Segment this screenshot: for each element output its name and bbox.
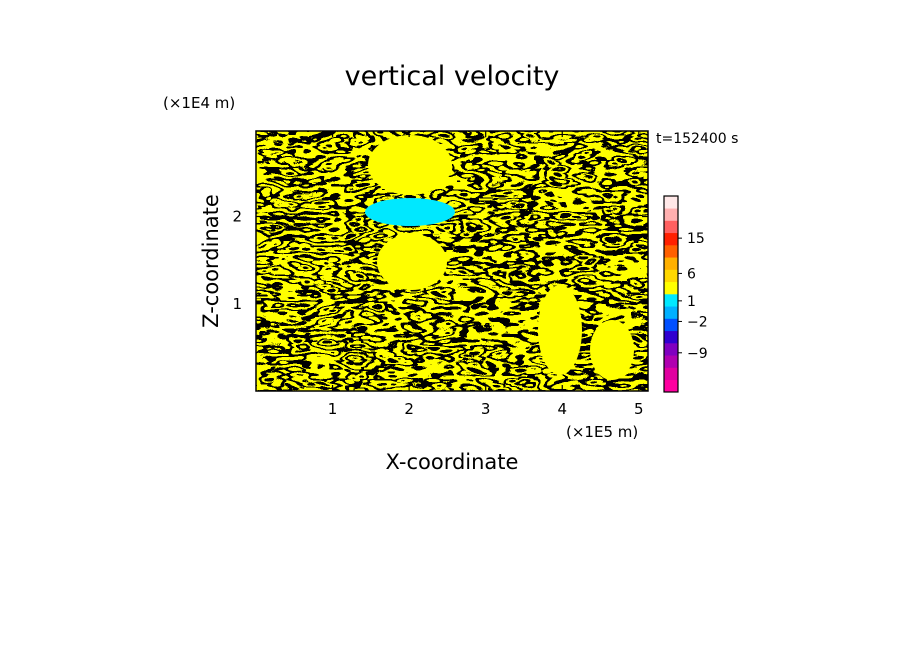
colorbar: 15 6 1 −2 −9	[663, 195, 708, 393]
right-updraft-region	[538, 285, 582, 375]
far-right-updraft	[590, 320, 634, 380]
central-downdraft-band	[365, 198, 455, 226]
negative-stripes	[256, 131, 648, 391]
colorbar-label-0: 15	[687, 231, 705, 247]
colorbar-level-8	[664, 281, 678, 295]
time-label: t=152400 s	[656, 131, 738, 147]
x-ticks: 1 2 3 4 5	[328, 131, 644, 418]
plot-area	[256, 131, 648, 391]
colorbar-level-11	[664, 245, 678, 258]
x-axis-label: X-coordinate	[386, 450, 519, 474]
colorbar-label-4: −9	[687, 346, 708, 362]
colorbar-level-14	[664, 208, 678, 221]
x-tick-label-3: 4	[557, 400, 567, 418]
y-axis-label: Z-coordinate	[199, 194, 223, 328]
central-updraft-upper	[368, 135, 452, 195]
colorbar-level-6	[664, 306, 678, 319]
colorbar-level-9	[664, 269, 678, 283]
colorbar-level-7	[664, 294, 678, 307]
y-ticks: 12	[232, 208, 648, 313]
colorbar-label-1: 6	[687, 266, 696, 282]
field-negative	[256, 131, 648, 391]
chart-title: vertical velocity	[345, 61, 560, 92]
colorbar-level-5	[664, 318, 678, 332]
x-tick-label-0: 1	[328, 400, 338, 418]
y-axis-unit: (×1E4 m)	[163, 94, 235, 112]
colorbar-level-2	[664, 355, 678, 368]
colorbar-level-4	[664, 330, 678, 344]
colorbar-level-0	[664, 379, 678, 393]
colorbar-frame	[663, 195, 679, 393]
colorbar-level-12	[664, 232, 678, 246]
colorbar-level-10	[664, 257, 678, 270]
colorbar-level-15	[664, 196, 678, 209]
x-tick-label-1: 2	[404, 400, 414, 418]
colorbar-level-1	[664, 367, 678, 381]
x-tick-label-2: 3	[481, 400, 491, 418]
x-axis-unit: (×1E5 m)	[566, 423, 638, 441]
central-updraft-lower	[377, 234, 447, 290]
colorbar-label-3: −2	[687, 314, 708, 330]
y-tick-label-0: 1	[232, 295, 242, 313]
colorbar-level-3	[664, 343, 678, 356]
y-tick-label-1: 2	[232, 208, 242, 226]
x-tick-label-4: 5	[634, 400, 644, 418]
colorbar-label-2: 1	[687, 294, 696, 310]
colorbar-level-13	[664, 220, 678, 234]
plot-frame	[255, 130, 649, 392]
